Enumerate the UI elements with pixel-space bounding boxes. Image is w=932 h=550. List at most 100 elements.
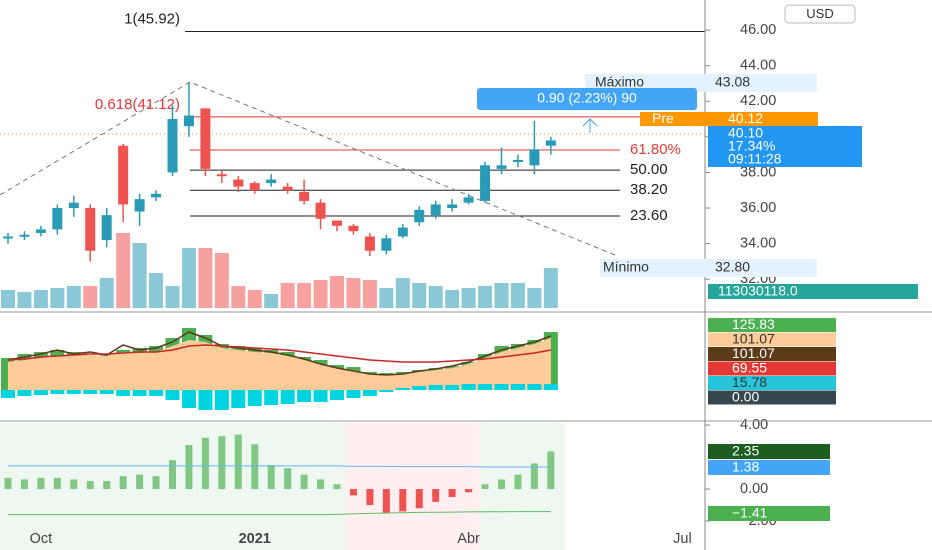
volume-bar xyxy=(478,286,493,308)
histogram-bar xyxy=(136,474,144,490)
volume-bar xyxy=(445,290,460,308)
signal-bar xyxy=(99,390,114,394)
max-label: Máximo xyxy=(595,74,644,90)
volume-bar xyxy=(1,290,15,308)
candle-body xyxy=(381,238,392,251)
candle-body xyxy=(35,229,46,233)
signal-bar xyxy=(264,390,279,405)
volume-bar xyxy=(132,243,147,308)
pre-label: Pre xyxy=(652,110,674,126)
signal-bar xyxy=(116,390,131,396)
signal-bar xyxy=(395,388,410,390)
histogram-bar xyxy=(300,474,308,490)
volume-bar xyxy=(17,292,32,308)
volume-bar xyxy=(280,283,295,308)
value-tag xyxy=(708,444,830,459)
value-tag-text: 15.78 xyxy=(732,374,767,390)
signal-bar xyxy=(494,384,509,390)
volume-bar xyxy=(99,278,114,308)
signal-bar xyxy=(330,390,344,400)
histogram-bar xyxy=(20,479,28,490)
value-tag xyxy=(708,460,830,475)
value-tag-text: −1.41 xyxy=(732,505,768,521)
value-tag xyxy=(708,361,836,376)
histogram-bar xyxy=(218,436,226,490)
histogram-bar xyxy=(349,489,357,496)
measure-text: 0.90 (2.23%) 90 xyxy=(537,90,637,106)
pane3-tags: 2.351.38 −1.41 xyxy=(708,443,830,521)
plot-layer: 32.0034.0036.0038.0040.0042.0044.0046.00… xyxy=(0,10,777,547)
histogram-bar xyxy=(448,489,456,498)
max-tag xyxy=(585,74,817,92)
histogram-bar xyxy=(514,474,522,490)
pre-value: 40.12 xyxy=(728,110,763,126)
candle-body xyxy=(332,220,342,226)
trend-line xyxy=(0,81,616,256)
histogram-bar xyxy=(53,477,61,490)
volume-bar xyxy=(83,286,98,308)
volume-bar xyxy=(297,283,312,308)
volume-bar xyxy=(428,286,443,308)
volume-bar xyxy=(543,268,558,308)
candle-body xyxy=(249,183,260,191)
signal-bar xyxy=(510,384,525,390)
signal-bar xyxy=(297,390,312,402)
zone-bg xyxy=(345,423,480,550)
volume-bar xyxy=(198,248,213,308)
volume-bar xyxy=(214,253,229,308)
volume-bar xyxy=(362,280,377,308)
signal-bar xyxy=(231,390,246,408)
candle-body xyxy=(315,202,326,219)
last-change: 17.34% xyxy=(728,138,775,154)
signal-bar xyxy=(33,390,48,395)
signal-bar xyxy=(214,390,229,410)
volume-bar xyxy=(379,288,394,308)
histogram-bar xyxy=(366,489,374,506)
histogram-bar xyxy=(399,489,407,512)
volume-value: 113030118.0 xyxy=(718,283,798,299)
y-tick-label: 0.00 xyxy=(740,481,768,497)
signal-bar xyxy=(362,390,377,396)
volume-bar xyxy=(116,233,131,308)
signal-bar xyxy=(247,390,262,406)
histogram-bar xyxy=(152,476,160,490)
candle-body xyxy=(101,215,112,241)
candle-body xyxy=(52,208,63,230)
signal-bar xyxy=(379,390,394,392)
value-tag-text: 125.83 xyxy=(732,316,775,332)
x-tick-label: Oct xyxy=(30,531,53,547)
histogram-bar xyxy=(267,465,275,490)
value-tag xyxy=(708,506,830,521)
value-tag-text: 2.35 xyxy=(732,443,759,459)
currency-box[interactable] xyxy=(784,4,856,24)
signal-bar xyxy=(313,390,328,402)
candle-body xyxy=(529,149,540,166)
value-tag xyxy=(708,347,836,361)
fib-label: 1(45.92) xyxy=(124,10,180,27)
candle-body xyxy=(447,204,458,209)
histogram-bar xyxy=(530,463,538,490)
histogram-bar xyxy=(86,481,94,490)
volume-bar xyxy=(149,273,164,308)
candle-body xyxy=(68,202,79,209)
signal-bar xyxy=(50,390,65,394)
line xyxy=(8,465,551,468)
histogram-bar xyxy=(382,489,390,514)
histogram-bar xyxy=(432,489,440,502)
histogram-bar xyxy=(4,477,12,490)
arrow xyxy=(582,118,598,133)
histogram-bar xyxy=(415,489,423,509)
value-tag-text: 101.07 xyxy=(732,345,775,361)
volume-bar xyxy=(313,280,328,308)
candle-body xyxy=(233,179,244,187)
line xyxy=(8,511,551,516)
y-tick-label: 4.00 xyxy=(740,417,768,433)
histogram-bar xyxy=(70,479,78,490)
last-price: 40.10 xyxy=(728,125,763,141)
candle-body xyxy=(85,208,96,251)
histogram-bar xyxy=(119,476,127,490)
signal-bar xyxy=(412,386,427,390)
volume-bar xyxy=(66,286,81,308)
